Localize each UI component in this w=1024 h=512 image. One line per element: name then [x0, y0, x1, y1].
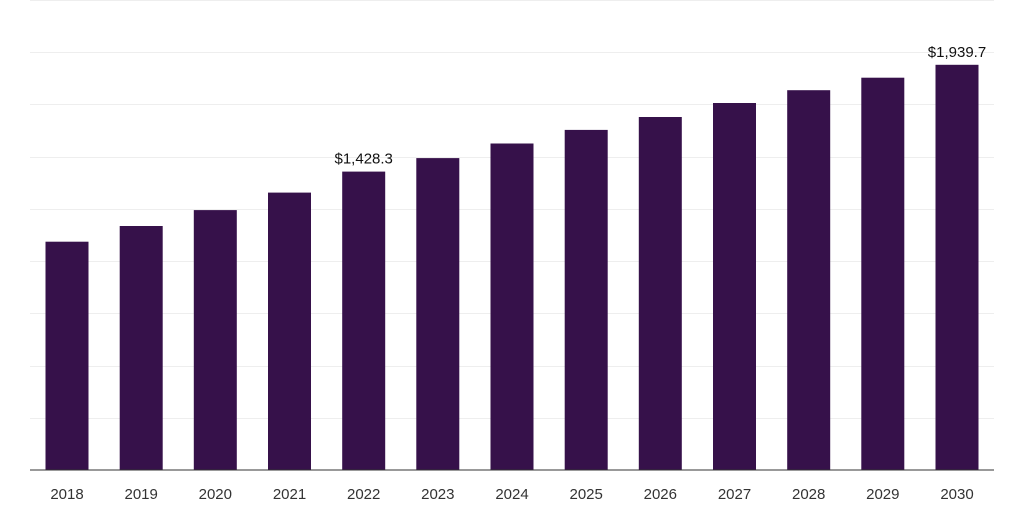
- bar-2023: [416, 158, 460, 470]
- x-tick-label: 2027: [718, 486, 751, 503]
- x-tick-label: 2030: [940, 486, 973, 503]
- bar-2030: [935, 64, 979, 471]
- x-tick-label: 2021: [273, 486, 306, 503]
- bar-2025: [564, 129, 608, 470]
- x-tick-label: 2028: [792, 486, 825, 503]
- x-tick-label: 2020: [199, 486, 232, 503]
- x-tick-label: 2025: [570, 486, 603, 503]
- x-tick-label: 2022: [347, 486, 380, 503]
- bar-2028: [787, 90, 831, 470]
- bar-2019: [119, 226, 163, 470]
- bar-2018: [45, 241, 89, 470]
- bar-2022: [342, 171, 386, 470]
- x-tick-labels: 2018 2019 2020 2021 2022 2023 2024 2025 2026 2027…: [50, 486, 973, 503]
- x-tick-label: 2018: [50, 486, 83, 503]
- bar-2020: [193, 210, 237, 470]
- bar-2021: [268, 192, 311, 470]
- x-tick-label: 2023: [421, 486, 454, 503]
- bar-2026: [638, 117, 682, 470]
- data-label-2022: $1,428.3: [335, 151, 393, 168]
- bar-2029: [861, 77, 905, 470]
- x-tick-label: 2024: [495, 486, 528, 503]
- data-labels: $1,428.3 $1,939.7: [335, 44, 987, 168]
- data-label-2030: $1,939.7: [928, 44, 986, 61]
- bars: [45, 64, 979, 471]
- x-tick-label: 2019: [125, 486, 158, 503]
- x-tick-label: 2029: [866, 486, 899, 503]
- x-tick-label: 2026: [644, 486, 677, 503]
- bar-2024: [490, 143, 534, 470]
- bar-2027: [713, 103, 756, 470]
